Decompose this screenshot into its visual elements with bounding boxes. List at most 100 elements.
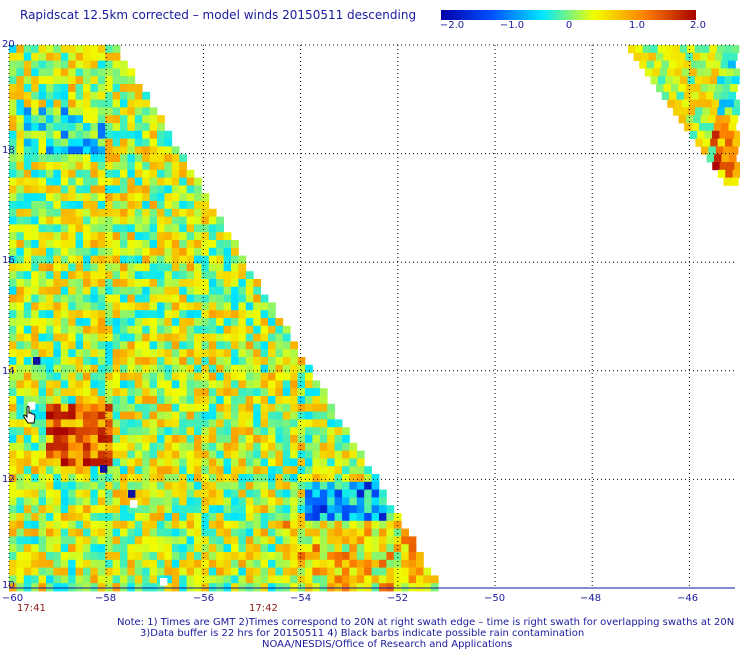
wind-cell [16,286,25,295]
wind-cell [208,411,217,420]
wind-cell [38,333,47,342]
wind-cell [75,396,84,405]
wind-cell [127,169,136,178]
wind-cell [416,583,424,592]
wind-cell [105,224,113,233]
wind-cell [53,552,62,561]
wind-cell [319,505,328,514]
wind-cell [364,520,372,529]
wind-cell [722,52,731,61]
wind-cell [134,302,143,311]
wind-cell [334,450,343,459]
wind-cell [297,552,306,561]
wind-cell [83,193,91,202]
wind-cell [223,411,232,420]
wind-cell [105,357,113,366]
wind-cell [194,442,202,451]
wind-cell [112,544,121,553]
wind-cell [179,325,187,334]
wind-cell [9,138,17,147]
wind-cell [60,575,69,584]
wind-cell [16,162,25,171]
wind-cell [349,544,358,553]
wind-cell [127,99,136,108]
wind-cell [364,575,372,584]
wind-cell [164,138,173,147]
wind-cell [127,403,136,412]
wind-cell [342,567,350,576]
wind-cell [149,201,158,210]
wind-cell [186,169,195,178]
wind-cell [282,552,291,561]
wind-cell [105,513,113,522]
wind-cell [75,123,84,132]
wind-cell [208,544,217,553]
wind-cell [149,497,158,506]
wind-cell [9,240,17,249]
wind-cell [112,154,121,163]
wind-cell [16,325,25,334]
wind-cell [201,411,210,420]
wind-cell [710,138,718,147]
wind-cell [231,458,239,467]
wind-cell [282,427,291,436]
wind-cell [46,349,54,358]
wind-cell [53,411,62,420]
wind-cell [201,559,210,568]
wind-cell [356,513,365,522]
wind-cell [112,489,121,498]
wind-cell [134,552,143,561]
wind-cell [83,575,91,584]
wind-cell [186,559,195,568]
wind-cell [724,45,732,54]
wind-cell [305,567,313,576]
wind-cell [46,279,54,288]
wind-cell [260,520,269,529]
wind-cell [83,474,91,483]
wind-cell [75,380,84,389]
wind-cell [715,146,724,155]
wind-cell [68,68,76,77]
wind-cell [105,60,113,69]
wind-cell [275,505,284,514]
wind-cell [83,294,91,303]
wind-cell [157,146,165,155]
wind-cell [194,505,202,514]
wind-cell [201,481,210,490]
wind-cell [201,544,210,553]
wind-cell [164,341,173,350]
wind-cell [38,240,47,249]
wind-cell [164,450,173,459]
wind-cell [423,567,432,576]
wind-cell [157,138,165,147]
wind-cell [171,411,180,420]
wind-cell [386,552,395,561]
wind-cell [120,536,128,545]
wind-cell [386,544,395,553]
wind-cell [194,403,202,412]
wind-cell [238,575,247,584]
wind-cell [157,552,165,561]
wind-cell [327,583,335,592]
wind-cell [216,325,224,334]
wind-cell [260,427,269,436]
wind-cell [186,583,195,592]
wind-cell [83,263,91,272]
wind-cell [53,91,62,100]
wind-cell [46,474,54,483]
wind-cell [297,458,306,467]
wind-cell [668,60,677,69]
wind-cell [245,302,254,311]
wind-cell [23,154,32,163]
wind-cell [75,177,84,186]
wind-cell [90,325,99,334]
wind-cell [290,372,298,381]
wind-cell [83,318,91,327]
wind-cell [342,513,350,522]
wind-cell [208,427,217,436]
wind-cell [60,123,69,132]
wind-cell [83,302,91,311]
wind-cell [97,201,106,210]
wind-cell [90,84,99,93]
